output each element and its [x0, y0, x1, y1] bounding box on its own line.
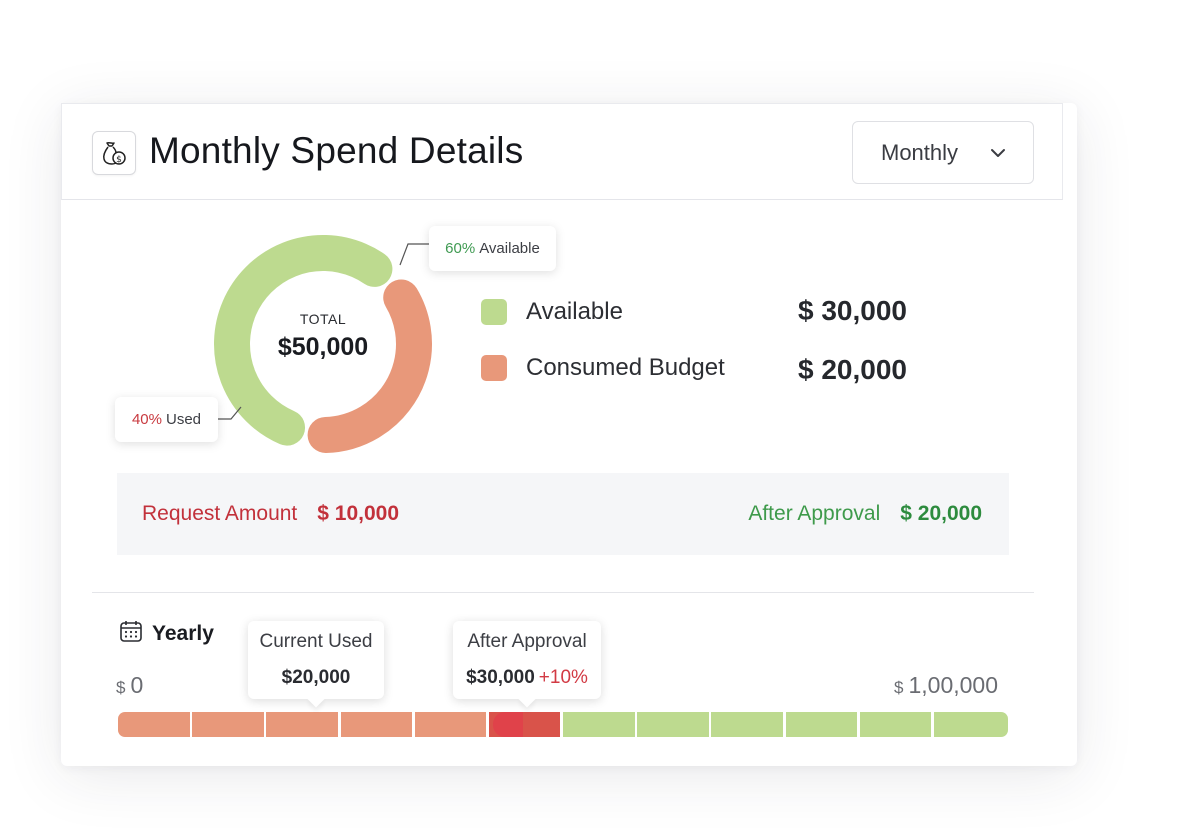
- after-approval-callout-title: After Approval: [467, 631, 587, 652]
- available-pct: 60%: [445, 240, 476, 257]
- available-swatch: [481, 299, 507, 325]
- request-amount-label: Request Amount: [142, 502, 298, 525]
- used-tooltip-label: Used: [166, 411, 202, 428]
- spend-card: $ Monthly Spend Details Monthly TOTAL $5…: [61, 103, 1077, 766]
- after-approval-label: After Approval: [748, 502, 881, 525]
- donut-segment-available: [214, 235, 432, 453]
- used-pct: 40%: [131, 411, 162, 428]
- yearly-min-value: 0: [130, 672, 144, 698]
- request-summary: Request Amount $ 10,000 After Approval $…: [117, 473, 1009, 555]
- legend-label-available: Available: [526, 298, 623, 325]
- bar-segment-available: [637, 712, 709, 737]
- legend-label-consumed: Consumed Budget: [526, 354, 725, 381]
- after-approval-value: $ 20,000: [900, 502, 982, 525]
- legend-value-consumed: $ 20,000: [798, 354, 907, 385]
- available-tooltip: 60% Available: [429, 226, 556, 271]
- period-select[interactable]: Monthly: [852, 121, 1034, 184]
- bar-segment-used: [118, 712, 190, 737]
- donut-segment-used: [214, 235, 432, 453]
- card-header: $ Monthly Spend Details Monthly: [61, 103, 1063, 200]
- used-tooltip: 40% Used: [115, 397, 218, 442]
- request-amount-value: $ 10,000: [317, 502, 400, 525]
- bar-segment-used: [414, 712, 487, 737]
- bar-request-marker: [492, 712, 523, 737]
- legend-item-available: Available: [481, 298, 623, 326]
- calendar-icon: [119, 619, 143, 648]
- bar-segment-available: [785, 712, 858, 737]
- yearly-min: $0: [116, 672, 143, 699]
- period-select-value: Monthly: [881, 139, 959, 165]
- yearly-max-currency: $: [894, 678, 904, 697]
- bar-segment-available: [563, 712, 635, 737]
- yearly-max-value: 1,00,000: [908, 672, 998, 698]
- consumed-swatch: [481, 355, 507, 381]
- yearly-max: $1,00,000: [894, 672, 998, 699]
- chevron-down-icon: [989, 142, 1007, 168]
- svg-text:$: $: [116, 155, 122, 165]
- after-approval-delta: +10%: [538, 667, 588, 688]
- current-used-title: Current Used: [259, 631, 373, 652]
- yearly-heading: Yearly: [119, 619, 214, 648]
- yearly-min-currency: $: [116, 678, 126, 697]
- budget-donut-chart: [214, 235, 432, 453]
- current-used-value: $20,000: [281, 667, 351, 688]
- yearly-title: Yearly: [152, 621, 214, 645]
- used-connector: [213, 406, 242, 420]
- after-approval-callout-value: $30,000 +10%: [453, 667, 601, 689]
- after-approval-amount: $30,000: [466, 667, 535, 688]
- yearly-progress-bar: [118, 712, 1008, 737]
- section-divider: [92, 592, 1034, 593]
- available-tooltip-label: Available: [479, 240, 540, 257]
- legend-item-consumed: Consumed Budget: [481, 354, 725, 382]
- bar-segment-used: [192, 712, 264, 737]
- bar-segment-used: [340, 712, 413, 737]
- after-approval-callout: After Approval $30,000 +10%: [453, 621, 601, 699]
- current-used-callout: Current Used $20,000: [248, 621, 384, 699]
- bar-segment-available: [859, 712, 932, 737]
- donut-total-value: $50,000: [277, 333, 369, 361]
- legend-value-available: $ 30,000: [798, 295, 907, 326]
- donut-center: TOTAL $50,000: [237, 311, 409, 362]
- bar-segment-used: [266, 712, 338, 737]
- bar-segment-available: [711, 712, 783, 737]
- available-connector: [399, 243, 429, 266]
- page-title: Monthly Spend Details: [149, 130, 524, 171]
- bar-segment-available: [933, 712, 1008, 737]
- donut-total-label: TOTAL: [299, 311, 347, 327]
- money-bag-icon: $: [92, 131, 136, 175]
